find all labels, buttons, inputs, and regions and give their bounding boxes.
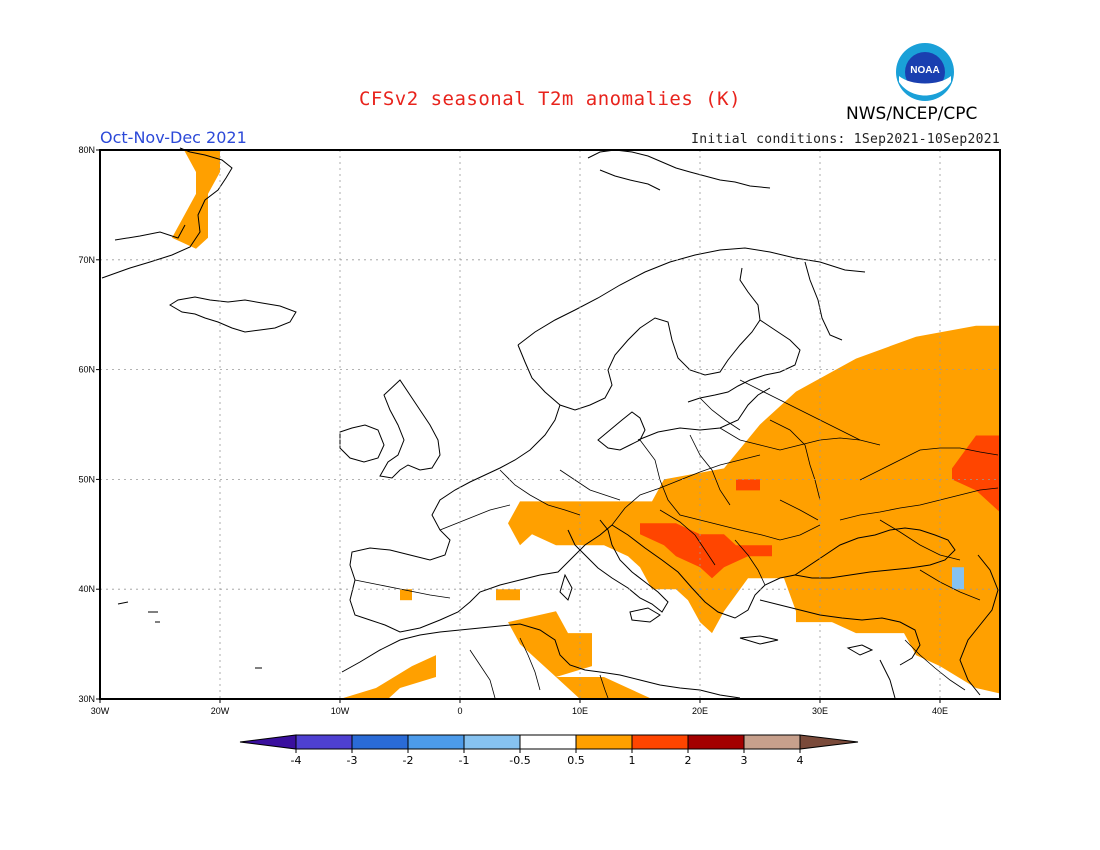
graticule <box>100 150 1000 699</box>
lon-tick-label: 20W <box>211 706 230 716</box>
lon-tick-label: 30W <box>91 706 110 716</box>
lon-tick-label: 30E <box>812 706 828 716</box>
legend-label: 4 <box>797 754 804 767</box>
anomaly-area <box>340 655 436 699</box>
anomaly-area <box>508 325 1000 694</box>
anomaly-area <box>400 589 412 601</box>
lat-tick-label: 40N <box>78 584 95 594</box>
legend-label: 1 <box>629 754 636 767</box>
legend-label: -3 <box>347 754 358 767</box>
legend-swatch <box>351 734 409 750</box>
anomaly-area <box>508 611 592 677</box>
anomaly-area <box>640 523 772 579</box>
legend-swatch <box>575 734 633 750</box>
anomaly-area <box>556 677 676 699</box>
axis-ticks: 30W 20W 10W 0 10E 20E 30E 40E 30N 40N 50N 60N 70N 80N <box>78 145 948 716</box>
legend-swatch <box>407 734 465 750</box>
lat-tick-label: 60N <box>78 365 95 375</box>
legend-swatch <box>295 734 353 750</box>
anomaly-area <box>172 150 220 249</box>
anomaly-area <box>952 567 964 590</box>
noaa-logo-icon: NOAA <box>896 43 954 101</box>
legend-label: -4 <box>291 754 302 767</box>
lat-tick-label: 80N <box>78 145 95 155</box>
season-label: Oct-Nov-Dec 2021 <box>100 128 247 147</box>
coastlines <box>101 147 999 699</box>
agency-label: NWS/NCEP/CPC <box>846 104 978 124</box>
chart-title: CFSv2 seasonal T2m anomalies (K) <box>358 88 742 110</box>
legend-arrow-high <box>799 734 859 750</box>
initial-conditions-label: Initial conditions: 1Sep2021-10Sep2021 <box>691 132 1000 147</box>
lon-tick-label: 10W <box>331 706 350 716</box>
logo-text: NOAA <box>910 65 939 76</box>
map-frame <box>99 149 1001 700</box>
lon-tick-label: 10E <box>572 706 588 716</box>
legend-arrow-low <box>239 734 297 750</box>
lon-tick-label: 40E <box>932 706 948 716</box>
anomaly-area <box>952 435 1000 513</box>
lat-tick-label: 70N <box>78 255 95 265</box>
lon-tick-label: 20E <box>692 706 708 716</box>
legend-swatch <box>463 734 521 750</box>
legend-label: 2 <box>685 754 692 767</box>
legend-label: -0.5 <box>509 754 530 767</box>
legend-swatch <box>631 734 689 750</box>
legend-swatch <box>743 734 801 750</box>
legend-label: 3 <box>741 754 748 767</box>
legend-label: 0.5 <box>567 754 585 767</box>
anomaly-area <box>796 600 856 623</box>
legend-label: -2 <box>403 754 414 767</box>
anomaly-area <box>736 479 760 491</box>
legend-swatch <box>519 734 577 750</box>
legend-swatch <box>687 734 745 750</box>
lon-tick-label: 0 <box>457 706 462 716</box>
lat-tick-label: 50N <box>78 474 95 484</box>
lat-tick-label: 30N <box>78 694 95 704</box>
anomaly-cells <box>172 150 1000 699</box>
anomaly-area <box>496 589 520 601</box>
legend-label: -1 <box>459 754 470 767</box>
